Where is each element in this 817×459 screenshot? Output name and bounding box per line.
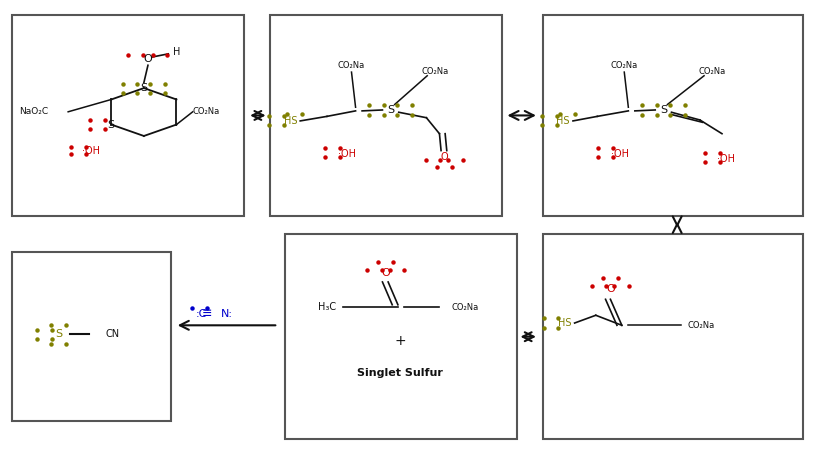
Text: ≡: ≡	[202, 308, 212, 320]
FancyBboxPatch shape	[270, 15, 502, 216]
Text: ·OH: ·OH	[338, 149, 356, 159]
Text: CO₂Na: CO₂Na	[422, 67, 449, 76]
Text: CO₂Na: CO₂Na	[338, 61, 365, 70]
Text: N:: N:	[221, 309, 233, 319]
Text: CO₂Na: CO₂Na	[452, 302, 479, 312]
FancyBboxPatch shape	[542, 15, 803, 216]
Text: HS: HS	[283, 116, 297, 126]
Text: H: H	[172, 46, 180, 56]
Text: H₃C: H₃C	[318, 302, 336, 312]
Text: ·OH: ·OH	[717, 154, 735, 164]
Text: CO₂Na: CO₂Na	[193, 107, 220, 116]
Text: O: O	[440, 152, 449, 162]
FancyBboxPatch shape	[12, 252, 171, 421]
Text: CN: CN	[105, 330, 119, 340]
FancyBboxPatch shape	[285, 234, 517, 439]
Text: O: O	[144, 54, 152, 64]
Text: NaO₂C: NaO₂C	[20, 107, 48, 116]
Text: O: O	[382, 268, 390, 278]
Text: CO₂Na: CO₂Na	[610, 61, 638, 70]
Text: ·OH: ·OH	[611, 149, 629, 159]
FancyBboxPatch shape	[12, 15, 244, 216]
Text: HS: HS	[558, 318, 572, 328]
FancyBboxPatch shape	[542, 234, 803, 439]
Text: +: +	[395, 334, 406, 348]
Text: O: O	[606, 284, 615, 294]
Text: Singlet Sulfur: Singlet Sulfur	[357, 368, 444, 378]
Text: S: S	[141, 83, 147, 93]
Text: S: S	[387, 105, 394, 115]
Text: CO₂Na: CO₂Na	[699, 67, 725, 76]
Text: ·OH: ·OH	[82, 146, 100, 156]
Text: S: S	[660, 105, 667, 115]
Text: :C: :C	[196, 309, 208, 319]
Text: HS: HS	[556, 116, 570, 126]
Text: S: S	[55, 330, 62, 340]
Text: CO₂Na: CO₂Na	[688, 321, 715, 330]
Text: S: S	[108, 119, 115, 129]
